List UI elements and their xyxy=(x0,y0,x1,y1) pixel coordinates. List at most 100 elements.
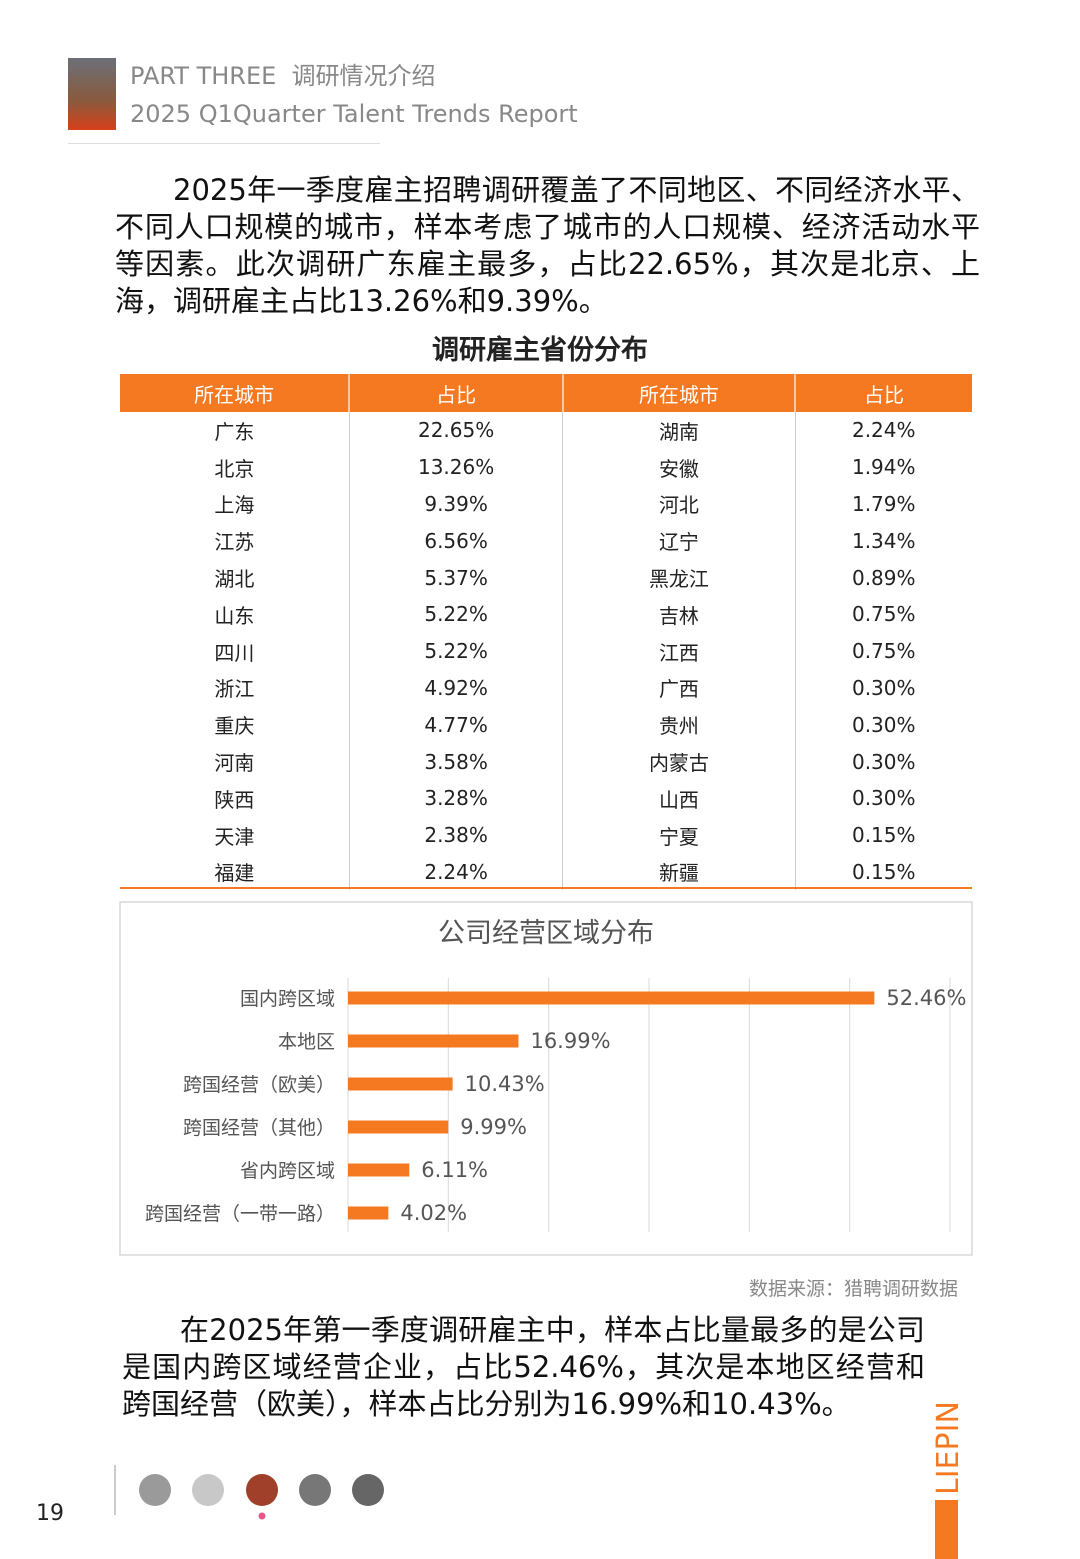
cell: 0.30% xyxy=(851,675,916,700)
cell: 江西 xyxy=(562,632,796,670)
row: 江苏 6.56% 辽宁 1.34% xyxy=(120,522,972,560)
value-label: 10.43% xyxy=(465,1072,545,1096)
row: 浙江 4.92% 广西 0.30% xyxy=(120,669,972,707)
value-label: 16.99% xyxy=(530,1029,610,1053)
cell: 山西 xyxy=(562,779,796,817)
thumb[interactable] xyxy=(139,1474,171,1506)
bar xyxy=(348,1077,453,1091)
cell: 江苏 xyxy=(120,522,350,560)
cell: 辽宁 xyxy=(562,522,796,560)
cell: 0.30% xyxy=(851,749,916,774)
paragraph: 在2025年第一季度调研雇主中，样本占比量最多的是公司是国内跨区域经营企业，占比… xyxy=(122,1313,925,1421)
category-label: 跨国经营（欧美） xyxy=(183,1074,335,1096)
cell: 13.26% xyxy=(349,448,564,486)
cell: 0.75% xyxy=(851,639,916,664)
cell: 内蒙古 xyxy=(562,743,796,780)
cell: 1.79% xyxy=(851,491,916,516)
cell: 新疆 xyxy=(562,853,796,891)
cell: 5.22% xyxy=(349,595,564,633)
column-header: 占比 xyxy=(349,374,564,412)
cell: 广西 xyxy=(562,669,796,707)
cell: 宁夏 xyxy=(562,816,796,854)
cell: 山东 xyxy=(120,595,350,633)
cell: 6.56% xyxy=(349,522,564,560)
cell: 黑龙江 xyxy=(562,559,796,596)
bar xyxy=(348,1120,449,1134)
thumb[interactable] xyxy=(299,1474,331,1506)
page-number: 19 xyxy=(36,1501,64,1526)
paragraph: 2025年一季度雇主招聘调研覆盖了不同地区、不同经济水平、不同人口规模的城市，样… xyxy=(115,173,980,318)
cell: 0.30% xyxy=(851,712,916,737)
row: 陕西 3.28% 山西 0.30% xyxy=(120,779,972,817)
brand-bar xyxy=(935,1500,958,1559)
header-report: 2025 Q1Quarter Talent Trends Report xyxy=(130,100,578,128)
cell: 3.58% xyxy=(349,743,564,780)
cell: 3.28% xyxy=(349,779,564,817)
cell: 广东 xyxy=(120,412,350,449)
cell: 安徽 xyxy=(562,448,796,486)
thumb[interactable] xyxy=(246,1474,278,1506)
chart-title: 公司经营区域分布 xyxy=(438,918,654,949)
row: 天津 2.38% 宁夏 0.15% xyxy=(120,816,972,854)
cell: 浙江 xyxy=(120,669,350,707)
table-bottom-rule xyxy=(120,887,972,889)
value-label: 52.46% xyxy=(886,986,966,1010)
cell: 四川 xyxy=(120,632,350,670)
thumb[interactable] xyxy=(352,1474,384,1506)
cell: 4.92% xyxy=(349,669,564,707)
category-label: 国内跨区域 xyxy=(240,988,335,1010)
bar xyxy=(348,1034,519,1048)
cell: 0.30% xyxy=(851,786,916,811)
row: 湖北 5.37% 黑龙江 0.89% xyxy=(120,559,972,596)
header-image xyxy=(68,58,116,130)
thumb[interactable] xyxy=(192,1474,224,1506)
row: 山东 5.22% 吉林 0.75% xyxy=(120,595,972,633)
category-label: 本地区 xyxy=(278,1031,335,1053)
row: 广东 22.65% 湖南 2.24% xyxy=(120,412,972,449)
bar xyxy=(348,1163,410,1177)
cell: 0.75% xyxy=(851,602,916,627)
row: 河南 3.58% 内蒙古 0.30% xyxy=(120,743,972,780)
cell: 2.24% xyxy=(851,418,916,443)
table-title: 调研雇主省份分布 xyxy=(432,335,648,366)
cell: 1.34% xyxy=(851,528,916,553)
cell: 重庆 xyxy=(120,706,350,744)
value-label: 6.11% xyxy=(421,1158,488,1182)
cell: 天津 xyxy=(120,816,350,854)
column-header: 所在城市 xyxy=(120,374,351,412)
row: 上海 9.39% 河北 1.79% xyxy=(120,485,972,523)
column-header: 占比 xyxy=(795,374,972,412)
cell: 5.22% xyxy=(349,632,564,670)
cell: 2.24% xyxy=(349,853,564,891)
header-part: PART THREE 调研情况介绍 xyxy=(130,56,436,91)
value-label: 4.02% xyxy=(400,1201,467,1225)
cell: 0.15% xyxy=(851,823,916,848)
part: PART THREE xyxy=(130,62,277,90)
category-label: 跨国经营（其他） xyxy=(183,1117,335,1139)
cell: 上海 xyxy=(120,485,350,523)
cell: 0.89% xyxy=(851,565,916,590)
category-label: 跨国经营（一带一路） xyxy=(145,1203,335,1225)
cell: 0.15% xyxy=(851,859,916,884)
cell: 河北 xyxy=(562,485,796,523)
header-rule xyxy=(68,143,380,144)
cell: 福建 xyxy=(120,853,350,891)
row: 四川 5.22% 江西 0.75% xyxy=(120,632,972,670)
source: 数据来源：猎聘调研数据 xyxy=(749,1278,958,1300)
cell: 4.77% xyxy=(349,706,564,744)
row: 福建 2.24% 新疆 0.15% xyxy=(120,853,972,891)
cell: 9.39% xyxy=(349,485,564,523)
cell: 陕西 xyxy=(120,779,350,817)
bar xyxy=(348,991,875,1005)
cell: 吉林 xyxy=(562,595,796,633)
section: 调研情况介绍 xyxy=(291,62,436,90)
cell: 北京 xyxy=(120,448,350,486)
cell: 贵州 xyxy=(562,706,796,744)
chart-frame xyxy=(119,901,973,1256)
cell: 5.37% xyxy=(349,559,564,596)
province-table: 所在城市 占比 所在城市 占比 广东 22.65% 湖南 2.24% 北京 13.26% 安徽 1.9… xyxy=(120,374,972,891)
value-label: 9.99% xyxy=(460,1115,527,1139)
cell: 1.94% xyxy=(851,455,916,480)
